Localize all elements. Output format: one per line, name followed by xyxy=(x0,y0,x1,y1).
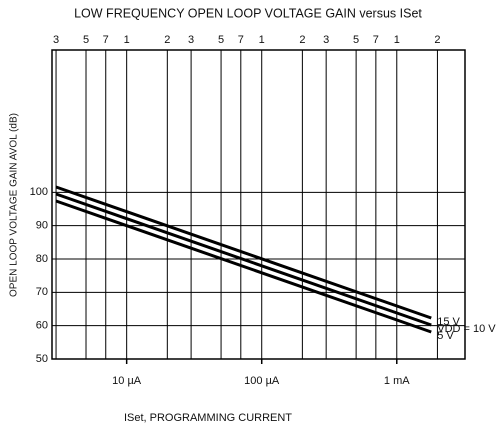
y-axis-label: OPEN LOOP VOLTAGE GAIN AVOL (dB) xyxy=(9,113,20,297)
series-label: 5 V xyxy=(437,330,454,342)
y-tick-label: 50 xyxy=(36,353,48,365)
x-tick-label: 3 xyxy=(53,34,59,46)
x-axis-label: ISet, PROGRAMMING CURRENT xyxy=(124,412,292,424)
x-tick-label: 2 xyxy=(299,34,305,46)
series-line xyxy=(55,199,432,334)
x-tick-label: 1 xyxy=(124,34,130,46)
x-tick-label: 2 xyxy=(164,34,170,46)
x-tick-label: 7 xyxy=(103,34,109,46)
x-unit-label: 100 µA xyxy=(244,375,280,387)
series-line xyxy=(55,185,432,320)
x-tick-label: 7 xyxy=(238,34,244,46)
series-line xyxy=(55,192,432,327)
x-tick-label: 5 xyxy=(83,34,89,46)
x-tick-label: 1 xyxy=(394,34,400,46)
x-unit-label: 10 µA xyxy=(112,375,142,387)
series-label: VDD = 10 V xyxy=(437,323,496,335)
x-tick-label: 7 xyxy=(373,34,379,46)
series-label: 15 V xyxy=(437,316,460,328)
x-unit-label: 1 mA xyxy=(384,375,410,387)
chart-title: LOW FREQUENCY OPEN LOOP VOLTAGE GAIN ver… xyxy=(74,6,422,20)
y-tick-label: 80 xyxy=(36,253,48,265)
x-tick-label: 5 xyxy=(218,34,224,46)
y-tick-label: 60 xyxy=(36,320,48,332)
plot-frame xyxy=(51,49,466,360)
x-tick-label: 5 xyxy=(353,34,359,46)
x-tick-label: 3 xyxy=(188,34,194,46)
y-tick-label: 100 xyxy=(30,186,48,198)
x-tick-label: 2 xyxy=(434,34,440,46)
x-tick-label: 3 xyxy=(323,34,329,46)
x-tick-label: 1 xyxy=(259,34,265,46)
y-tick-label: 90 xyxy=(36,220,48,232)
y-tick-label: 70 xyxy=(36,286,48,298)
